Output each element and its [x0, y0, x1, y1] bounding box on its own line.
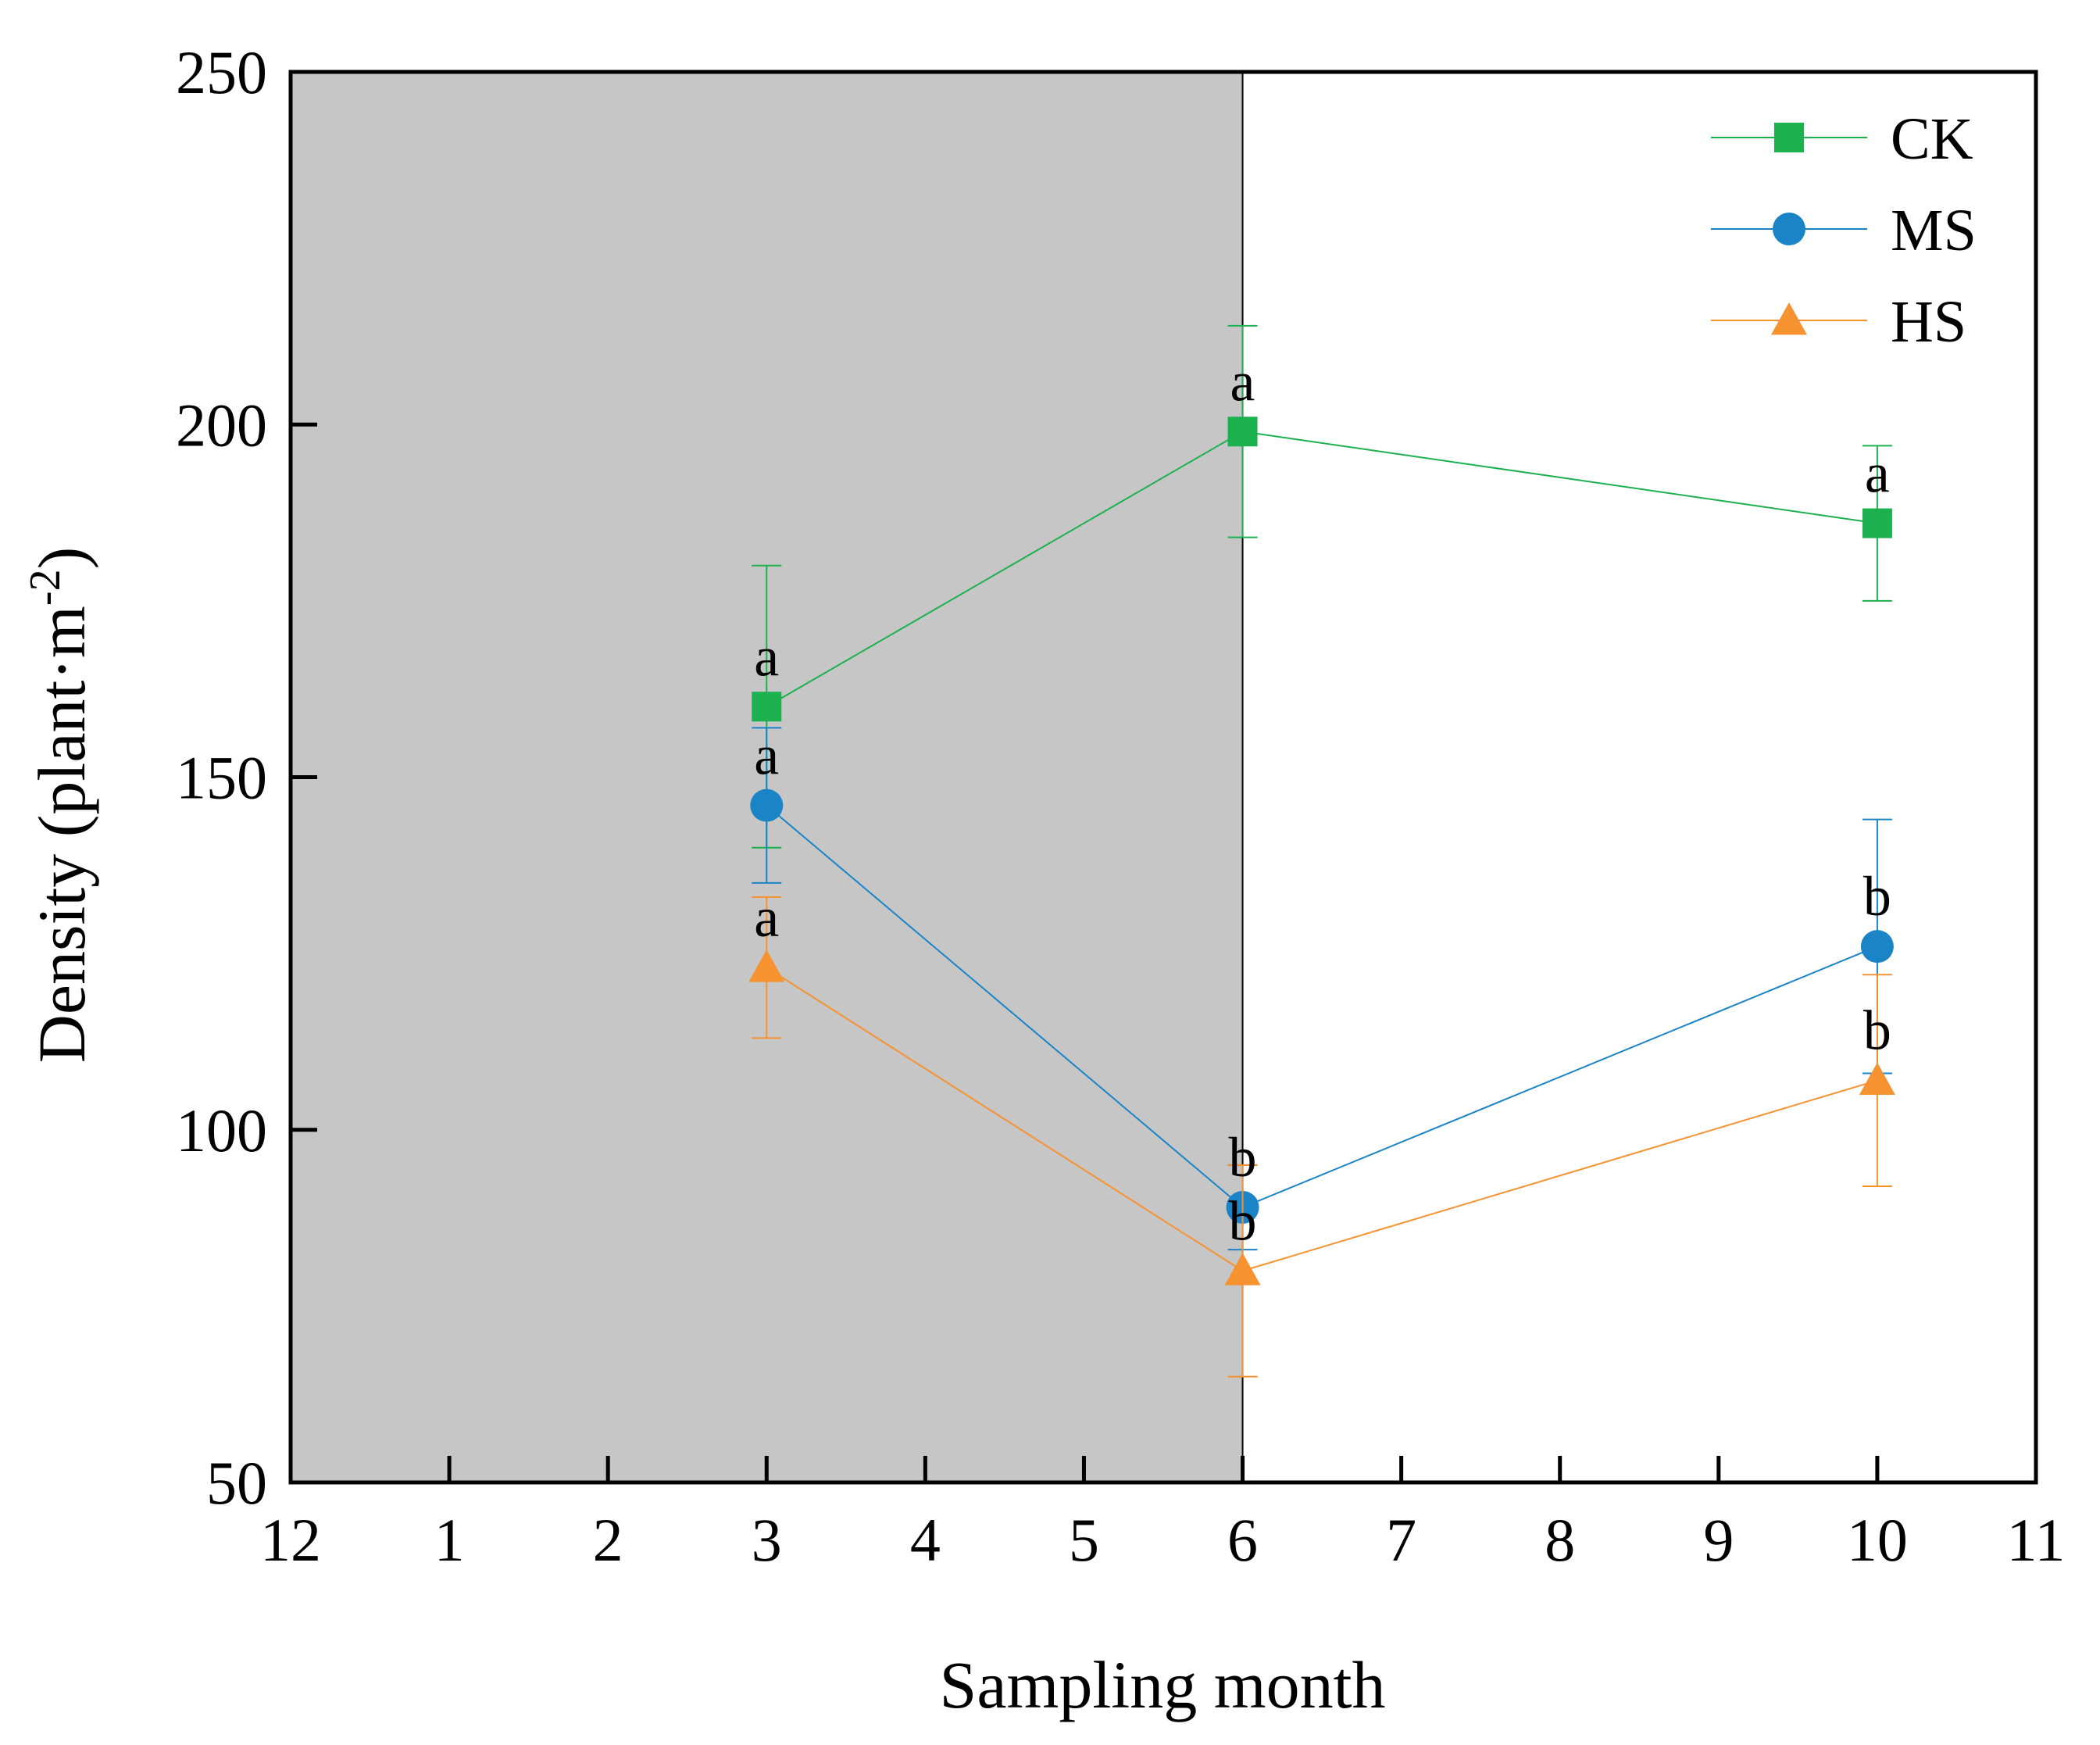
y-axis-title-close: ): [24, 547, 99, 570]
significance-letter: a: [1230, 350, 1255, 413]
series-hs: [748, 896, 1895, 1378]
legend-label: HS: [1891, 289, 1966, 355]
legend-label: MS: [1891, 198, 1977, 263]
legend-label: CK: [1891, 106, 1973, 172]
y-tick-label: 250: [176, 38, 267, 106]
legend-item-hs: HS: [1711, 289, 1966, 355]
y-tick-label: 100: [176, 1096, 267, 1164]
data-point-ms: [1860, 930, 1894, 964]
data-point-ck: [1862, 508, 1892, 538]
significance-letter: b: [1229, 1189, 1257, 1252]
x-tick-label: 2: [593, 1506, 623, 1574]
legend-marker: [1773, 213, 1805, 245]
y-tick-label: 150: [176, 744, 267, 812]
y-axis-title-main: Density (plant·m: [24, 606, 99, 1063]
significance-letter: b: [1229, 1126, 1257, 1189]
significance-letter: b: [1863, 865, 1891, 928]
legend-marker: [1774, 123, 1804, 152]
data-point-ck: [1227, 417, 1258, 447]
x-tick-label: 5: [1069, 1506, 1099, 1574]
data-point-hs: [1859, 1062, 1895, 1095]
legend-item-ms: MS: [1711, 198, 1977, 263]
data-point-hs: [1224, 1253, 1261, 1286]
significance-letter: a: [754, 625, 779, 688]
x-tick-label: 6: [1227, 1506, 1258, 1574]
x-tick-label: 3: [752, 1506, 782, 1574]
x-tick-label: 8: [1545, 1506, 1575, 1574]
y-tick-label: 200: [176, 391, 267, 459]
x-tick-label: 7: [1386, 1506, 1416, 1574]
significance-letter: a: [754, 886, 779, 949]
x-tick-label: 11: [2006, 1506, 2065, 1574]
legend-marker: [1771, 302, 1807, 335]
legend: CK MS HS: [1711, 106, 1977, 355]
significance-letter: a: [754, 724, 779, 787]
x-tick-label: 4: [910, 1506, 941, 1574]
y-axis-title-superscript: -2: [21, 569, 70, 606]
data-point-hs: [748, 949, 785, 982]
significance-letter: b: [1863, 999, 1891, 1062]
x-tick-label: 12: [260, 1506, 321, 1574]
data-point-ms: [750, 788, 784, 822]
y-tick-label: 50: [206, 1449, 267, 1517]
x-tick-label: 9: [1703, 1506, 1734, 1574]
y-axis-title: Density (plant·m-2): [21, 547, 99, 1063]
x-axis-title: Sampling month: [940, 1647, 1386, 1722]
x-tick-label: 1: [434, 1506, 465, 1574]
data-point-ck: [752, 692, 782, 722]
significance-letter: a: [1865, 442, 1890, 505]
x-tick-label: 10: [1847, 1506, 1908, 1574]
legend-item-ck: CK: [1711, 106, 1973, 172]
series-ck: [752, 324, 1892, 849]
